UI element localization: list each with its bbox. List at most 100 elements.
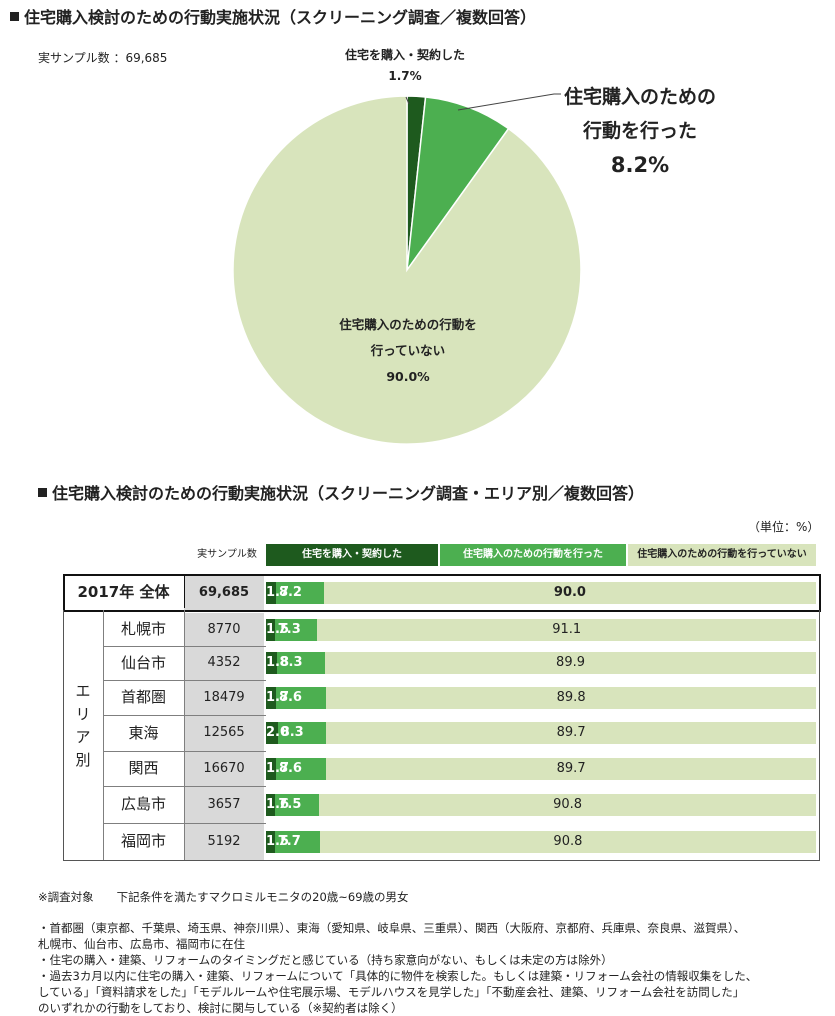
row-label: 2017年 全体: [77, 583, 170, 601]
square-bullet-icon: [10, 12, 19, 21]
bar-label-contracted: 1.7: [266, 585, 290, 600]
pie-leader-line-acted: [457, 93, 561, 111]
row-sample-size: 4352: [184, 646, 264, 680]
bar-segment-contracted: [266, 722, 278, 744]
pie-chart-title: 住宅購入検討のための行動実施状況（スクリーニング調査／複数回答）: [10, 4, 536, 28]
bar-segment-contracted: [266, 582, 276, 604]
bar-segment-not-acted: [319, 831, 816, 853]
legend-contracted: 住宅を購入・契約した: [266, 544, 438, 566]
bar-segment-acted: [275, 582, 324, 604]
pie-sample-size: 実サンプル数 ：69,685: [38, 51, 168, 65]
bar-label-contracted: 1.8: [266, 655, 290, 670]
bar-segment-not-acted: [326, 722, 816, 744]
note-line: ・首都圏（東京都、千葉県、埼玉県、神奈川県）、東海（愛知県、岐阜県、三重県）、関…: [38, 921, 746, 935]
bar-segment-acted: [277, 722, 327, 744]
bar-label-not-acted: 89.7: [556, 725, 586, 740]
table-divider: [103, 751, 266, 752]
table-row: 東海 12565 2.0 8.3 89.7: [63, 715, 819, 751]
table-row: 仙台市 4352 1.8 8.3 89.9: [63, 646, 819, 680]
row-sample-size: 18479: [184, 680, 264, 715]
row-sample-size: 8770: [184, 613, 264, 646]
bar-label-not-acted: 90.0: [553, 585, 586, 600]
column-header-sample: 実サンプル数: [197, 549, 257, 560]
bar-segment-acted: [275, 794, 320, 816]
bar-label-contracted: 2.0: [266, 725, 290, 740]
pie-slice-not-acted: [232, 95, 582, 445]
bar-segment-not-acted: [326, 687, 816, 709]
bar-label-contracted: 1.5: [266, 622, 290, 637]
bar-label-acted: 7.7: [277, 834, 301, 849]
table-row: 札幌市 8770 1.5 7.3 91.1: [63, 613, 819, 646]
bar-chart-title: 住宅購入検討のための行動実施状況（スクリーニング調査・エリア別／複数回答）: [38, 480, 644, 504]
bar-segment-contracted: [266, 687, 276, 709]
note-line: している」「資料請求をした」「モデルルームや住宅展示場、モデルハウスを見学した」…: [38, 985, 745, 999]
bar-label-acted: 8.2: [278, 585, 302, 600]
bar-segment-not-acted: [319, 794, 816, 816]
legend-not-acted: 住宅購入のための行動を行っていない: [628, 544, 816, 566]
pie-leader-line-contracted: [405, 96, 410, 105]
bar-segment-contracted: [266, 619, 275, 641]
bar-segment-acted: [274, 831, 320, 853]
table-divider: [103, 610, 104, 860]
row-label: 首都圏: [120, 688, 166, 706]
bar-segment-not-acted: [326, 758, 816, 780]
pie-chart: [232, 93, 582, 445]
bar-label-not-acted: 90.8: [553, 834, 583, 849]
total-row-frame: [63, 574, 821, 612]
note-line: のいずれかの行動をしており、検討に関与している（※契約者は除く）: [38, 1001, 403, 1015]
table-divider: [103, 680, 266, 681]
bar-label-acted: 7.3: [277, 622, 301, 637]
note-line: ・過去3カ月以内に住宅の購入・建築、リフォームについて「具体的に物件を検索した。…: [38, 969, 758, 983]
table-row: 広島市 3657 1.6 7.5 90.8: [63, 786, 819, 823]
bar-segment-not-acted: [317, 619, 816, 641]
row-label: 関西: [128, 759, 159, 777]
bar-segment-acted: [275, 758, 327, 780]
row-label: 東海: [128, 724, 159, 742]
table-divider: [103, 786, 266, 787]
row-sample-size: 69,685: [184, 575, 264, 610]
bar-segment-acted: [276, 652, 326, 674]
row-label: 福岡市: [120, 832, 166, 850]
bar-label-not-acted: 91.1: [552, 622, 582, 637]
row-sample-size: 16670: [184, 751, 264, 786]
row-sample-size: 3657: [184, 786, 264, 823]
table-divider: [103, 823, 266, 824]
table-row: 関西 16670 1.7 8.6 89.7: [63, 751, 819, 786]
bar-label-not-acted: 89.8: [556, 690, 586, 705]
bar-label-acted: 7.5: [278, 797, 302, 812]
table-divider: [184, 610, 185, 860]
pie-label-not-acted: 住宅購入のための行動を 行っていない 90.0%: [339, 317, 477, 384]
legend-acted: 住宅購入のための行動を行った: [440, 544, 626, 566]
pie-slice-acted: [405, 96, 510, 273]
bar-segment-contracted: [266, 652, 277, 674]
note-line: 札幌市、仙台市、広島市、福岡市に在住: [38, 937, 245, 951]
bar-label-not-acted: 89.7: [556, 761, 586, 776]
bar-segment-not-acted: [325, 652, 816, 674]
area-group-label: エリア別: [75, 682, 91, 769]
table-divider: [103, 646, 266, 647]
bar-label-acted: 8.3: [280, 725, 304, 740]
bar-label-acted: 8.6: [278, 761, 302, 776]
bar-segment-not-acted: [323, 582, 816, 604]
pie-label-contracted: 住宅を購入・契約した 1.7%: [345, 48, 466, 83]
table-divider: [184, 576, 185, 608]
table-row-total: 2017年 全体 69,685 1.7 8.2 90.0: [63, 575, 819, 610]
bar-label-contracted: 1.7: [266, 761, 290, 776]
bar-segment-contracted: [266, 794, 276, 816]
bar-label-acted: 8.6: [278, 690, 302, 705]
square-bullet-icon: [38, 488, 47, 497]
table-row: 首都圏 18479 1.7 8.6 89.8: [63, 680, 819, 715]
bar-label-contracted: 1.7: [266, 690, 290, 705]
note-line: ・住宅の購入・建築、リフォームのタイミングだと感じている（持ち家意向がない、もし…: [38, 953, 613, 967]
row-sample-size: 12565: [184, 715, 264, 751]
row-sample-size: 5192: [184, 823, 264, 860]
bar-label-contracted: 1.5: [266, 834, 290, 849]
row-label: 札幌市: [120, 620, 166, 638]
bar-label-contracted: 1.6: [266, 797, 290, 812]
pie-label-acted: 住宅購入のための 行動を行った 8.2%: [563, 86, 716, 177]
row-label: 仙台市: [120, 654, 166, 672]
bar-segment-acted: [275, 687, 327, 709]
table-row: 福岡市 5192 1.5 7.7 90.8: [63, 823, 819, 860]
bar-label-not-acted: 90.8: [553, 797, 583, 812]
bar-segment-acted: [274, 619, 318, 641]
